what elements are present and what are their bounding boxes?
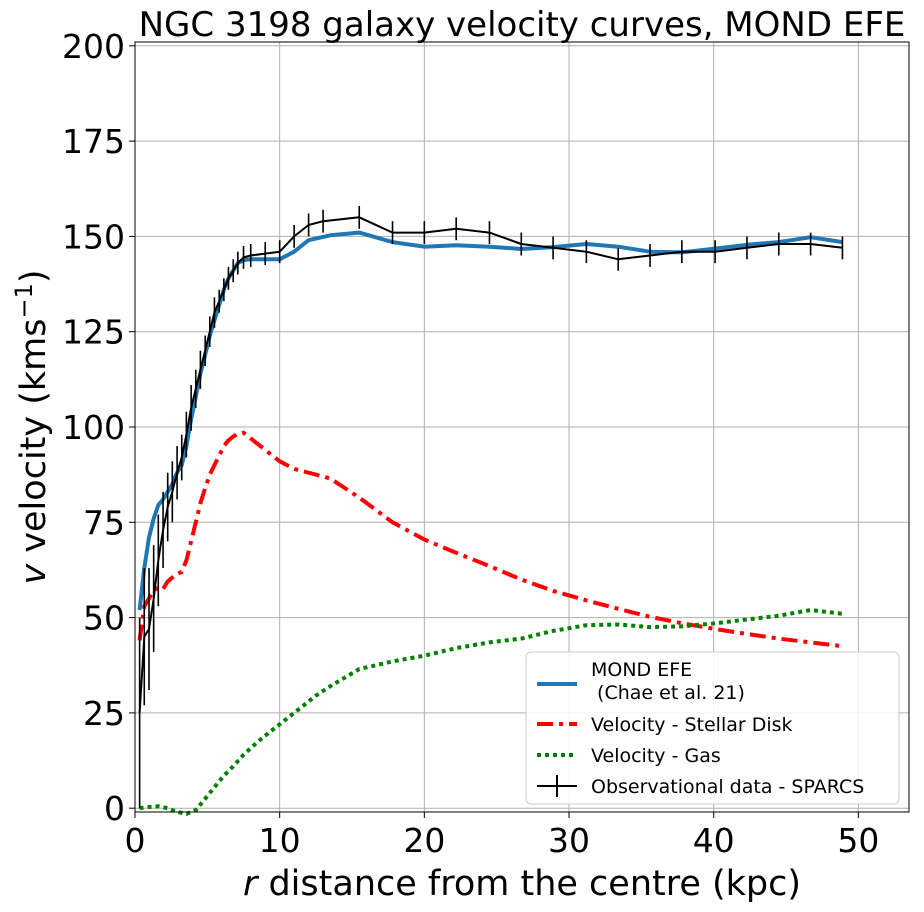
y-tick-label: 100 <box>62 408 125 447</box>
y-axis-label-text: velocity (kms <box>14 319 54 564</box>
legend-box <box>525 651 900 805</box>
legend-label-stellar: Velocity - Stellar Disk <box>591 714 793 736</box>
legend-label-obs: Observational data - SPARCS <box>591 776 864 798</box>
x-tick-label: 0 <box>125 821 146 860</box>
y-tick-label: 150 <box>62 217 125 256</box>
y-tick-label: 200 <box>62 27 125 66</box>
observational-data-line <box>138 216 843 713</box>
legend-label-mond: MOND EFE <box>591 659 692 681</box>
y-tick-label: 0 <box>104 789 125 828</box>
x-tick-label: 20 <box>403 821 445 860</box>
y-tick-label: 75 <box>83 503 125 542</box>
axis-ticks: 0 10 20 30 40 50 0 25 50 75 100 125 150 175 200 <box>62 27 879 860</box>
x-axis-label-var: r <box>243 864 260 904</box>
y-axis-label-sup: −1 <box>10 283 38 318</box>
y-tick-label: 50 <box>83 599 125 638</box>
y-axis-label-var: v <box>14 563 54 585</box>
y-tick-label: 175 <box>62 122 125 161</box>
y-axis-label: v velocity (kms−1) <box>10 269 54 584</box>
mond-efe-curve <box>137 230 843 611</box>
stellar-disk-curve <box>137 430 843 649</box>
plot-area <box>137 205 844 816</box>
y-axis-label-close: ) <box>14 269 54 283</box>
x-axis-label-text: distance from the centre (kpc) <box>257 864 801 904</box>
legend-label-mond-ref: (Chae et al. 21) <box>591 682 745 704</box>
x-tick-label: 10 <box>259 821 301 860</box>
gas-curve <box>139 608 843 816</box>
x-tick-label: 50 <box>837 821 879 860</box>
chart-title: NGC 3198 galaxy velocity curves, MOND EF… <box>139 5 906 45</box>
y-tick-label: 25 <box>83 694 125 733</box>
x-axis-label: r distance from the centre (kpc) <box>243 864 801 904</box>
x-tick-label: 30 <box>548 821 590 860</box>
x-tick-label: 40 <box>693 821 735 860</box>
y-tick-label: 125 <box>62 313 125 352</box>
legend: MOND EFE (Chae et al. 21) Velocity - Ste… <box>525 651 900 805</box>
legend-label-gas: Velocity - Gas <box>591 745 721 767</box>
